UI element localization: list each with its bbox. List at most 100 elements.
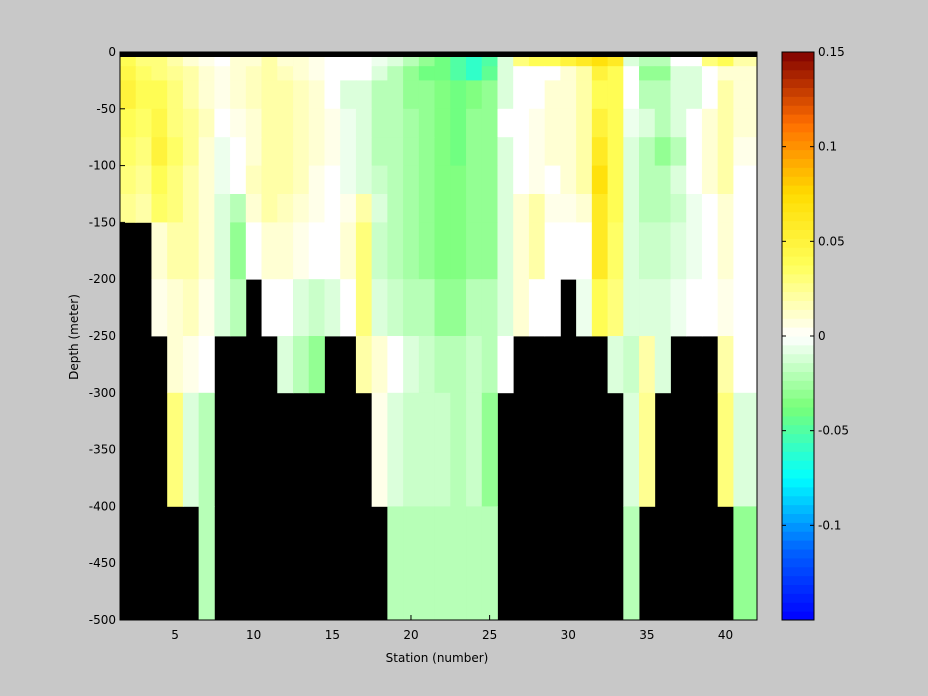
heatmap-cell: [481, 194, 498, 223]
colorbar-segment: [782, 114, 814, 124]
x-tick-label: 25: [482, 628, 497, 642]
heatmap-cell: [481, 222, 498, 280]
heatmap-cell: [450, 392, 467, 507]
heatmap-cell: [686, 194, 703, 223]
heatmap-cell: [340, 279, 357, 337]
heatmap-cell: [654, 165, 671, 195]
heatmap-cell: [293, 194, 310, 223]
heatmap-cell: [670, 194, 687, 223]
heatmap-cell: [261, 66, 278, 81]
heatmap-cell: [308, 279, 325, 337]
heatmap-cell: [403, 506, 420, 621]
heatmap-cell: [639, 194, 656, 223]
heatmap-cell: [245, 194, 262, 223]
heatmap-cell: [481, 506, 498, 621]
heatmap-cell: [182, 336, 200, 394]
heatmap-cell: [418, 108, 435, 138]
heatmap-cell: [214, 108, 231, 138]
heatmap-cell: [466, 165, 483, 195]
heatmap-cell: [434, 279, 451, 337]
heatmap-cell: [497, 137, 514, 166]
heatmap-cell: [607, 108, 624, 138]
heatmap-cell: [293, 66, 310, 81]
heatmap-cell: [371, 279, 388, 337]
heatmap-cell: [639, 222, 656, 280]
heatmap-cell: [497, 222, 514, 280]
heatmap-cell: [135, 165, 152, 195]
heatmap-cell: [230, 80, 247, 110]
heatmap-cell: [560, 80, 577, 110]
heatmap-cell: [528, 66, 546, 81]
heatmap-cell: [701, 80, 719, 110]
heatmap-cell: [355, 108, 373, 138]
heatmap-cell: [717, 66, 734, 81]
x-tick-label: 15: [325, 628, 340, 642]
heatmap-cell: [371, 108, 388, 138]
heatmap-cell: [167, 392, 184, 507]
y-tick-label: 0: [108, 45, 116, 59]
heatmap-cell: [293, 222, 310, 280]
heatmap-cell: [371, 194, 388, 223]
heatmap-cell: [418, 66, 435, 81]
heatmap-cell: [387, 506, 404, 621]
heatmap-cell: [466, 222, 483, 280]
heatmap-cell: [261, 194, 278, 223]
heatmap-cell: [371, 336, 388, 394]
heatmap-cell: [434, 66, 451, 81]
colorbar-segment: [782, 149, 814, 159]
heatmap-cell: [277, 80, 294, 110]
heatmap-cell: [151, 222, 168, 280]
heatmap-cell: [528, 108, 546, 138]
heatmap-cell: [450, 336, 467, 394]
heatmap-cell: [261, 137, 278, 166]
heatmap-cell: [607, 279, 624, 337]
heatmap-cell: [151, 137, 168, 166]
colorbar-segment: [782, 96, 814, 106]
heatmap-cell: [261, 165, 278, 195]
heatmap-cell: [245, 137, 262, 166]
x-tick-label: 35: [639, 628, 654, 642]
heatmap-cell: [607, 336, 624, 394]
heatmap-cell: [355, 66, 373, 81]
heatmap-cell: [686, 66, 703, 81]
heatmap-cell: [528, 80, 546, 110]
heatmap-cell: [293, 137, 310, 166]
heatmap-cell: [214, 194, 231, 223]
colorbar-segment: [782, 611, 814, 621]
heatmap-cell: [513, 66, 530, 81]
heatmap-cell: [151, 279, 168, 337]
heatmap-cell: [639, 66, 656, 81]
heatmap-cell: [733, 165, 758, 195]
colorbar-segment: [782, 87, 814, 97]
heatmap-cell: [497, 336, 514, 394]
x-tick-label: 40: [718, 628, 733, 642]
colorbar-segment: [782, 52, 814, 62]
heatmap-cell: [434, 506, 451, 621]
heatmap-cell: [387, 279, 404, 337]
colorbar-segment: [782, 238, 814, 248]
heatmap-cell: [733, 80, 758, 110]
heatmap-cell: [544, 279, 561, 337]
heatmap-cell: [120, 66, 137, 81]
heatmap-cell: [544, 108, 561, 138]
heatmap-cell: [418, 392, 435, 507]
heatmap-cell: [654, 336, 671, 394]
colorbar-segment: [782, 291, 814, 301]
heatmap-cell: [198, 137, 215, 166]
heatmap-cell: [513, 80, 530, 110]
heatmap-cell: [403, 66, 420, 81]
colorbar-segment: [782, 442, 814, 452]
heatmap-cell: [308, 66, 325, 81]
heatmap-cell: [717, 165, 734, 195]
heatmap-cell: [340, 222, 357, 280]
heatmap-cell: [120, 137, 137, 166]
heatmap-cell: [670, 66, 687, 81]
heatmap-cell: [544, 165, 561, 195]
heatmap-cell: [670, 222, 687, 280]
heatmap-cell: [418, 279, 435, 337]
heatmap-cell: [418, 506, 435, 621]
heatmap-cell: [355, 194, 373, 223]
heatmap-cell: [277, 336, 294, 394]
heatmap-cell: [497, 194, 514, 223]
heatmap-cell: [623, 108, 640, 138]
